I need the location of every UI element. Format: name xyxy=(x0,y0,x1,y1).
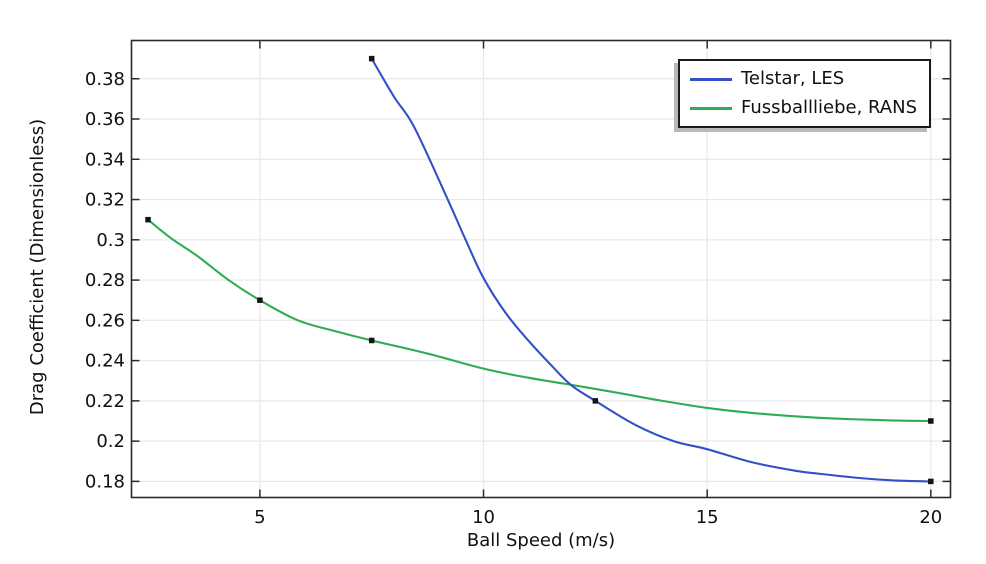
x-tick-label: 10 xyxy=(472,507,495,528)
data-point-marker-series-0 xyxy=(592,398,599,404)
y-tick-label: 0.26 xyxy=(85,310,125,331)
tick-labels: 0.18 0.2 0.22 0.24 0.26 0.28 0.3 0.32 0.34 0.36 0.… xyxy=(85,69,942,528)
y-tick-label: 0.36 xyxy=(85,109,125,130)
series-curve-0 xyxy=(370,57,932,483)
data-point-marker-series-1 xyxy=(145,216,151,223)
x-tick-label: 5 xyxy=(254,507,265,528)
fussballliebe-line-swatch xyxy=(690,106,732,110)
y-tick-label: 0.24 xyxy=(85,351,125,372)
legend-label-telstar: Telstar, LES xyxy=(741,68,845,89)
data-point-markers xyxy=(145,55,934,485)
data-series xyxy=(147,57,932,483)
series-curve-1 xyxy=(147,218,932,423)
y-axis-label: Drag Coefficient (Dimensionless) xyxy=(27,119,48,415)
legend: Telstar, LES Fussballliebe, RANS xyxy=(678,59,931,128)
x-tick-label: 20 xyxy=(919,507,942,528)
legend-label-fussballliebe: Fussballliebe, RANS xyxy=(741,97,917,118)
telstar-line-swatch xyxy=(690,77,732,81)
y-tick-label: 0.3 xyxy=(96,230,125,251)
data-point-marker-series-1 xyxy=(368,337,375,344)
data-point-marker-series-0 xyxy=(928,478,934,485)
y-tick-label: 0.32 xyxy=(85,190,125,211)
data-point-marker-series-1 xyxy=(257,297,263,303)
legend-item-telstar: Telstar, LES xyxy=(690,65,929,94)
x-tick-label: 15 xyxy=(696,507,719,528)
axis-ticks xyxy=(131,40,951,498)
gridlines xyxy=(131,40,951,498)
legend-item-fussballliebe: Fussballliebe, RANS xyxy=(690,94,929,123)
y-tick-label: 0.38 xyxy=(85,69,125,90)
plot-border xyxy=(130,39,952,499)
x-axis-label: Ball Speed (m/s) xyxy=(467,530,615,551)
data-point-marker-series-0 xyxy=(368,55,375,62)
y-tick-label: 0.28 xyxy=(85,270,125,291)
y-tick-label: 0.34 xyxy=(85,149,125,170)
data-point-marker-series-1 xyxy=(928,418,934,424)
y-tick-label: 0.2 xyxy=(96,431,125,452)
y-tick-label: 0.18 xyxy=(85,471,125,492)
y-tick-label: 0.22 xyxy=(85,391,125,412)
